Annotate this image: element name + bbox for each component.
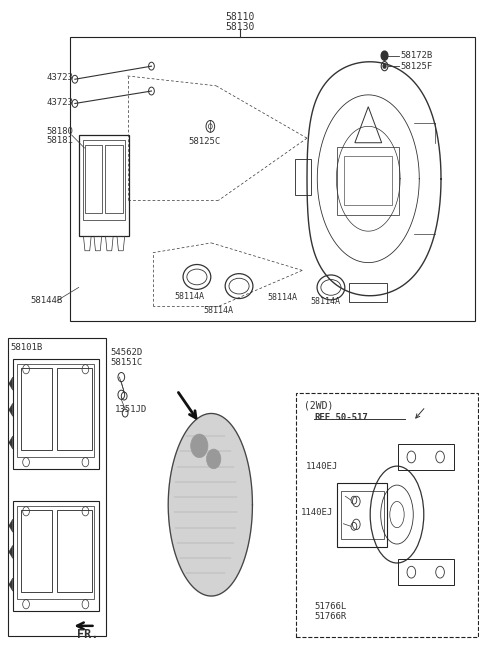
Text: 58130: 58130 — [225, 22, 255, 32]
Polygon shape — [9, 545, 12, 558]
Text: 51766R: 51766R — [314, 611, 347, 621]
Polygon shape — [9, 377, 12, 390]
Text: 58125F: 58125F — [401, 62, 433, 71]
Polygon shape — [9, 578, 12, 591]
Text: 58114A: 58114A — [311, 297, 341, 306]
Text: 1140EJ: 1140EJ — [306, 462, 338, 471]
Text: 58114A: 58114A — [268, 293, 298, 302]
Text: 58144B: 58144B — [30, 296, 62, 305]
Circle shape — [191, 434, 208, 458]
Text: 58101B: 58101B — [10, 343, 43, 352]
Text: 58181: 58181 — [46, 136, 73, 145]
Text: 51766L: 51766L — [314, 602, 347, 611]
Polygon shape — [9, 403, 12, 417]
Polygon shape — [9, 519, 12, 532]
Text: 43723: 43723 — [46, 73, 73, 83]
Text: 58180: 58180 — [46, 127, 73, 136]
Text: (2WD): (2WD) — [304, 400, 333, 410]
Text: 1140EJ: 1140EJ — [301, 508, 334, 517]
Circle shape — [381, 51, 388, 60]
Polygon shape — [168, 413, 252, 596]
Text: 58125C: 58125C — [188, 137, 221, 146]
Text: REF.50-517: REF.50-517 — [314, 413, 368, 422]
Circle shape — [383, 64, 386, 68]
Text: 58114A: 58114A — [174, 292, 204, 301]
Circle shape — [206, 449, 221, 469]
Text: 58114A: 58114A — [204, 306, 233, 315]
Text: FR.: FR. — [77, 628, 99, 641]
Text: 58151C: 58151C — [111, 358, 143, 367]
Text: 54562D: 54562D — [111, 348, 143, 358]
Polygon shape — [9, 436, 12, 449]
Text: 58110: 58110 — [225, 12, 255, 22]
Text: 1351JD: 1351JD — [115, 405, 147, 415]
Text: 43723: 43723 — [46, 98, 73, 107]
Text: 58172B: 58172B — [401, 51, 433, 60]
